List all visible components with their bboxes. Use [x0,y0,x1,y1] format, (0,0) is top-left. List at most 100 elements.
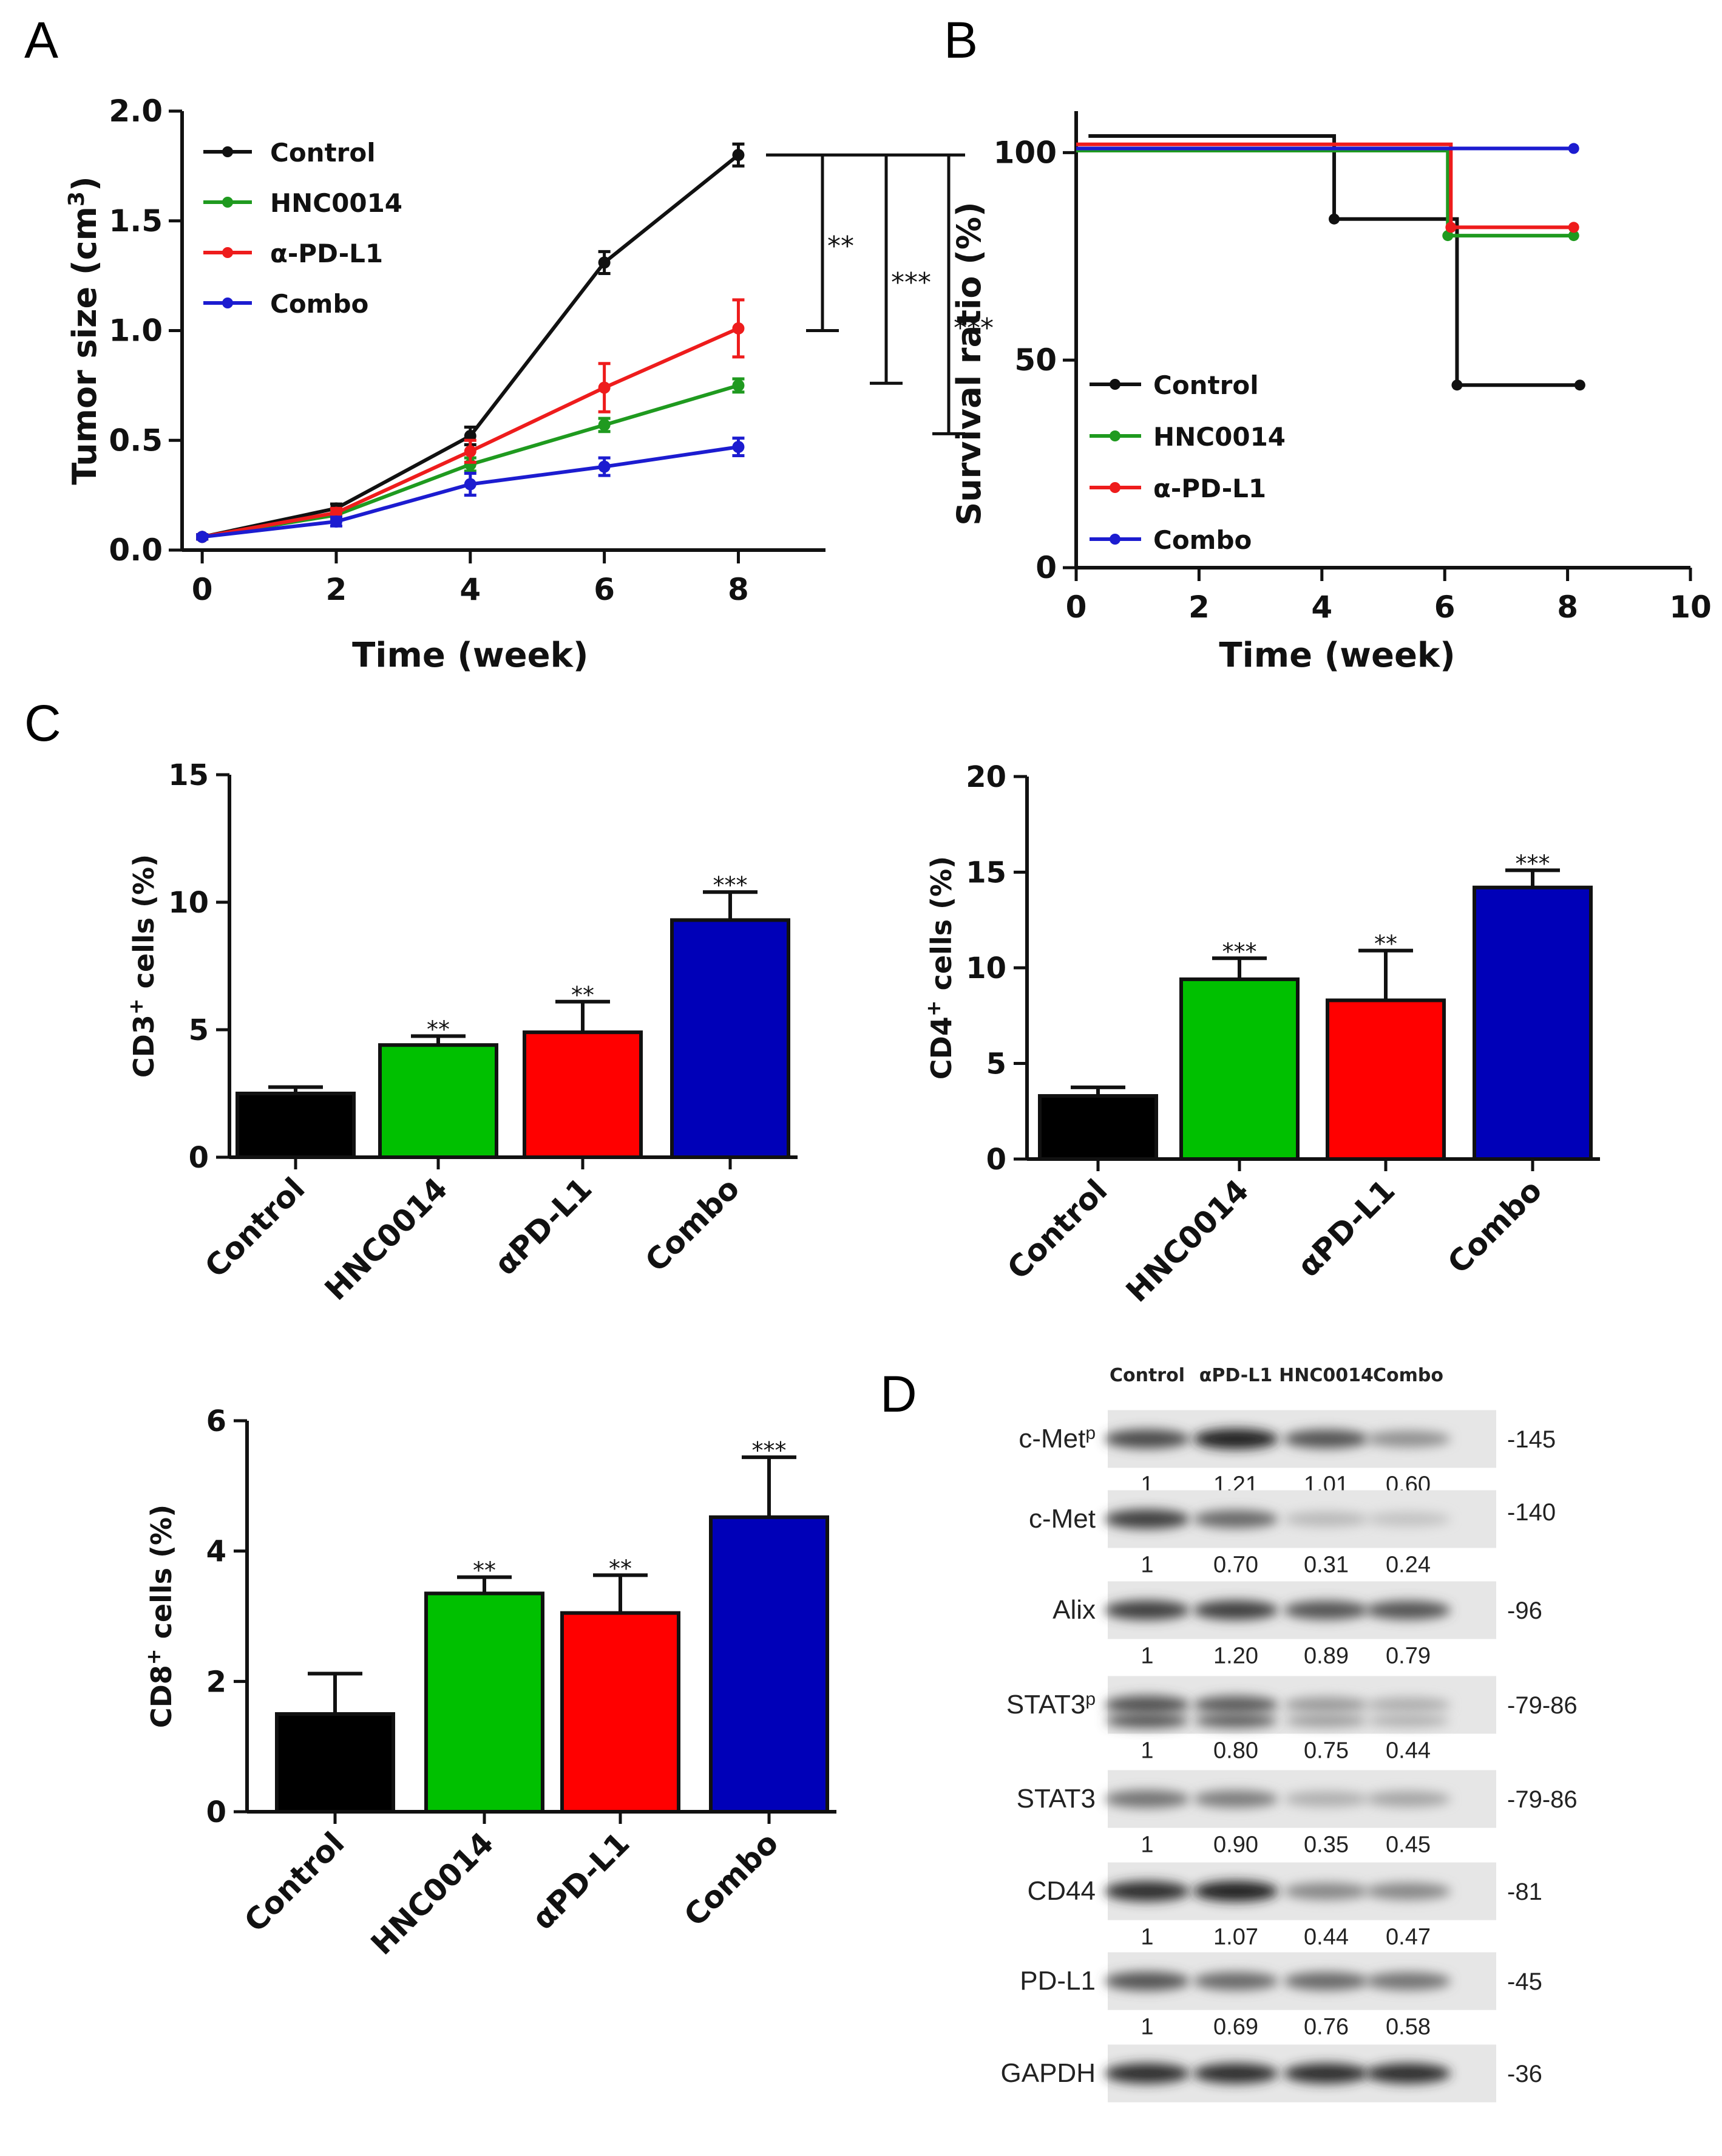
a-legend-label: Control [270,138,376,168]
panel-b: 0 50 100 0 2 4 6 8 10 Time (week) Survival ratio (… [950,111,1712,675]
d-kda-label: -81 [1507,1879,1542,1905]
a-x-tick-label: 2 [326,572,347,607]
cd8-x-tick-label: Control [237,1825,351,1939]
cd8-sig-label: ** [473,1557,496,1584]
cd8-bar [275,1712,395,1814]
a-y-tick-label: 1.0 [109,313,163,349]
b-y-tick-label: 0 [1036,550,1057,585]
cd8-y-tick-label: 2 [206,1665,226,1699]
d-band [1284,2063,1369,2084]
cd8-y-axis-title: CD8+ cells (%) [142,1505,178,1728]
b-legend-label: Control [1153,370,1259,400]
d-quant-value: 1 [1141,1552,1153,1578]
cd3-sig-label: ** [427,1016,450,1043]
d-quant-value: 0.89 [1304,1644,1349,1669]
d-lane-label: HNC0014 [1279,1365,1374,1386]
a-sig-label: *** [891,267,931,298]
panel-letter-b: B [944,12,978,69]
b-x-tick-label: 2 [1188,590,1210,625]
d-quant-value: 0.35 [1304,1832,1349,1858]
d-band [1105,1695,1190,1715]
d-quant-value: 0.75 [1304,1738,1349,1764]
d-quant-value: 0.70 [1213,1552,1258,1578]
cd8-x-tick-label: αPD-L1 [525,1825,636,1936]
a-x-tick-label: 4 [459,572,481,607]
a-data-point [598,418,611,431]
d-quant-value: 0.44 [1304,1925,1349,1950]
d-quant-value: 0.24 [1386,1552,1431,1578]
d-band [1284,1883,1369,1900]
d-quant-value: 0.47 [1386,1925,1431,1950]
d-band [1284,1972,1369,1990]
d-band [1284,1429,1369,1449]
b-legend-marker [1110,482,1120,493]
cd3-bar [236,1092,356,1159]
cd3-sig-label: *** [713,872,748,899]
a-data-point [330,515,342,528]
cd4-y-tick-label: 0 [986,1143,1006,1177]
cd3-x-tick-label: Combo [639,1171,747,1279]
d-protein-label: c-Met [1029,1504,1096,1534]
cd8-bar [709,1515,829,1814]
d-protein-label: STAT3 [1017,1784,1096,1814]
panel-letters: A B C D [24,12,978,1423]
a-x-axis-title: Time (week) [352,636,588,675]
cd4-x-tick-label: HNC0014 [1119,1172,1256,1309]
d-band [1193,1600,1278,1620]
panel-c-cd3: 0 5 10 15 CD3+ cells (%) Control ** HNC0014 ** αP… [124,758,798,1307]
b-series-step [1088,134,1580,387]
cd4-x-tick-label: αPD-L1 [1290,1172,1402,1284]
d-kda-label: -36 [1507,2061,1542,2087]
b-series-step [1076,142,1574,230]
d-band [1105,2063,1190,2084]
d-band [1367,1714,1449,1727]
a-legend-marker [222,197,233,208]
d-band [1106,1713,1188,1728]
a-x-tick-label: 0 [192,572,213,607]
a-y-tick-label: 0.0 [109,532,163,568]
d-band [1193,1881,1278,1902]
a-legend-label: Combo [270,289,368,319]
a-data-point [732,149,745,162]
d-band [1366,1511,1451,1527]
a-x-tick-label: 6 [594,572,615,607]
cd8-bar [424,1591,544,1814]
d-quant-value: 1 [1141,1738,1153,1764]
a-data-point [732,441,745,454]
d-band [1284,1511,1369,1527]
d-band [1105,1600,1190,1620]
d-quant-value: 0.31 [1304,1552,1349,1578]
b-data-point [1329,213,1340,225]
d-quant-value: 1 [1141,2015,1153,2040]
cd8-sig-label: *** [752,1437,787,1464]
d-band [1366,1790,1451,1807]
d-protein-label: GAPDH [1001,2058,1096,2088]
a-legend-marker [222,146,233,157]
cd4-sig-label: ** [1374,931,1397,957]
cd4-y-axis-title: CD4+ cells (%) [922,856,958,1080]
cd4-y-tick-label: 20 [966,760,1006,794]
b-data-point [1442,230,1454,242]
a-data-point [598,256,611,269]
d-band [1195,1713,1277,1728]
d-quant-value: 0.58 [1386,2015,1431,2040]
cd3-y-tick-label: 10 [168,886,209,920]
d-band [1193,1510,1278,1528]
b-x-tick-label: 4 [1311,590,1332,625]
a-y-axis-title: Tumor size (cm3) [64,176,104,485]
cd4-sig-label: *** [1516,850,1550,877]
cd3-sig-label: ** [571,982,594,1008]
d-lane-label: Control [1110,1365,1185,1386]
cd4-bar [1179,977,1300,1161]
d-band [1105,1429,1190,1449]
panel-c-cd8: 0 2 4 6 CD8+ cells (%) Control ** HNC0014 ** αPD-… [142,1404,836,1962]
cd8-x-tick-label: HNC0014 [364,1825,501,1962]
cd4-x-tick-label: Control [1000,1172,1114,1286]
cd4-bar [1038,1094,1158,1161]
d-band [1105,1881,1190,1902]
d-band [1366,1430,1451,1447]
d-lane-label: Combo [1373,1365,1443,1386]
d-band [1366,1600,1451,1620]
d-kda-label: -145 [1507,1426,1556,1453]
